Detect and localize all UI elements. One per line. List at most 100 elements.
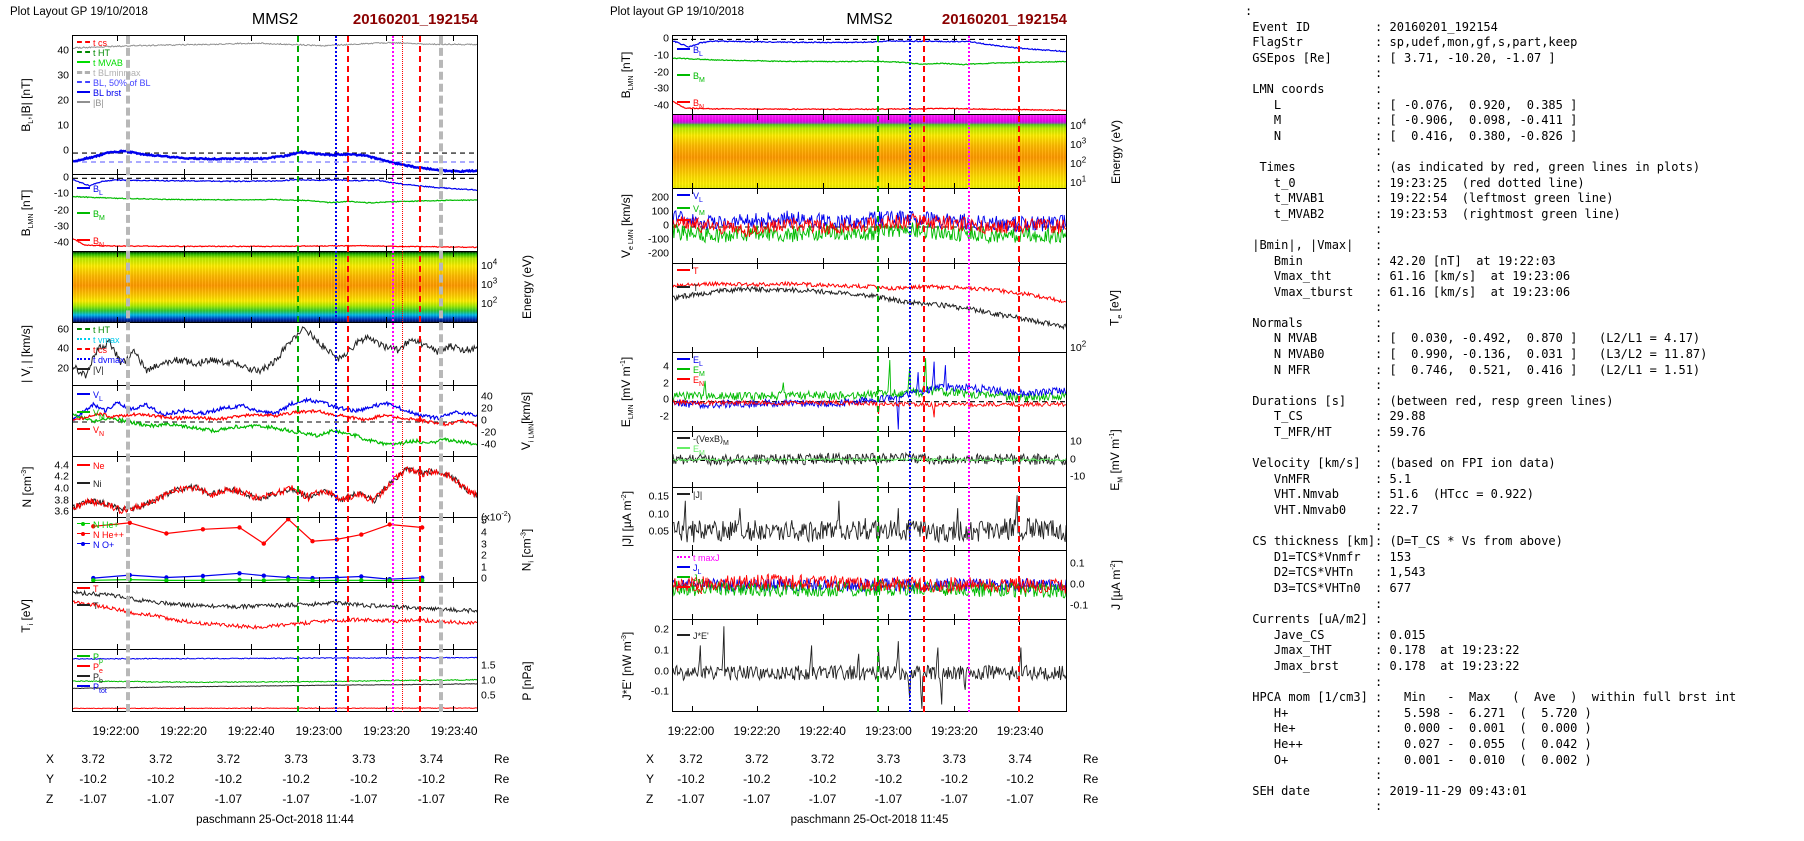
x-tick-mark bbox=[822, 482, 824, 487]
x-tick-mark bbox=[453, 169, 455, 174]
panel-j-lmn: 0.1 0.0 -0.1 J [µA m-2] t maxJ JL JM JN bbox=[672, 550, 1123, 620]
y-tick-label: 100 bbox=[651, 205, 669, 218]
panel-blmn: 0 -10 -20 -30 -40 BLMN [nT] BL BM BN bbox=[619, 33, 1067, 115]
y-axis-label: Ti [eV] bbox=[18, 599, 36, 633]
x-tick-mark bbox=[691, 115, 693, 120]
plot-layout-title: Plot layout GP 19/10/2018 bbox=[610, 6, 745, 18]
x-tick-mark bbox=[318, 457, 320, 462]
x-tick-mark bbox=[116, 386, 118, 391]
x-tick-mark bbox=[757, 258, 759, 263]
x-tick-mark bbox=[318, 386, 320, 391]
x-tick-mark bbox=[183, 706, 185, 711]
x-tick-mark bbox=[453, 252, 455, 257]
ephemeris-value: 3.72 bbox=[149, 752, 173, 766]
figure-footer: paschmann 25-Oct-2018 11:44 bbox=[196, 814, 354, 826]
x-tick-mark bbox=[888, 432, 890, 437]
ephemeris-value: 3.72 bbox=[679, 752, 703, 766]
panel-vi-mag: 60 40 20 | Vi | [km/s] t HT t vmax t cs t dvmax… bbox=[19, 322, 478, 386]
y-tick-label: 2 bbox=[481, 549, 487, 562]
x-tick-mark bbox=[822, 545, 824, 550]
x-tick-mark bbox=[691, 258, 693, 263]
ephemeris-unit: Re bbox=[494, 792, 510, 806]
trace-VeL bbox=[673, 210, 1066, 233]
x-tick-mark bbox=[822, 614, 824, 619]
y-tick-label: 1.5 bbox=[481, 659, 496, 672]
x-tick-mark bbox=[116, 512, 118, 517]
x-tick-mark bbox=[183, 323, 185, 328]
ephemeris-value: -1.07 bbox=[874, 792, 903, 806]
y-tick-label: 10 bbox=[57, 119, 69, 132]
y-tick-label: -30 bbox=[653, 82, 669, 95]
y-tick-label: 0 bbox=[63, 171, 69, 184]
x-tick-mark bbox=[888, 545, 890, 550]
x-tick-mark bbox=[385, 36, 387, 41]
trace-VL bbox=[73, 396, 477, 422]
y-tick-label: 2 bbox=[663, 377, 669, 390]
x-tick-mark bbox=[318, 252, 320, 257]
ephemeris-value: 3.72 bbox=[810, 752, 835, 766]
traces-j-lmn bbox=[673, 573, 1066, 599]
x-tick-mark bbox=[1019, 115, 1021, 120]
x-tick-mark bbox=[251, 246, 253, 251]
x-tick-mark bbox=[453, 380, 455, 385]
x-tick-mark bbox=[453, 175, 455, 180]
x-tick-mark bbox=[385, 169, 387, 174]
x-tick-mark bbox=[385, 175, 387, 180]
x-tick-mark bbox=[453, 706, 455, 711]
ephemeris-value: -10.2 bbox=[808, 772, 837, 786]
x-tick-mark bbox=[183, 175, 185, 180]
y-tick-label: 0 bbox=[663, 32, 669, 45]
x-tick-mark bbox=[385, 650, 387, 655]
x-tick-mark bbox=[183, 457, 185, 462]
x-tick-mark bbox=[116, 451, 118, 456]
ephemeris-unit: Re bbox=[1083, 752, 1099, 766]
ephemeris-unit: Re bbox=[494, 772, 510, 786]
x-tick-mark bbox=[116, 650, 118, 655]
traces-n-e-i bbox=[73, 466, 477, 515]
y-tick-label: 20 bbox=[57, 362, 69, 375]
trace-N-O+ bbox=[93, 572, 423, 580]
x-tick-mark bbox=[251, 451, 253, 456]
x-tick-mark bbox=[822, 109, 824, 114]
trace-P-tot bbox=[73, 656, 477, 660]
ephemeris-unit: Re bbox=[494, 752, 510, 766]
panel-plot-area-te bbox=[673, 264, 1066, 352]
trace-JdotE bbox=[673, 626, 1066, 709]
x-tick-mark bbox=[1019, 353, 1021, 358]
y-tick-label: 102 bbox=[1070, 339, 1087, 354]
x-tick-mark bbox=[757, 620, 759, 625]
x-tick-mark bbox=[1019, 614, 1021, 619]
x-tick-mark bbox=[385, 512, 387, 517]
panel-jdote: 0.2 0.1 0.0 -0.1 J*E' [nW m-3] J*E' bbox=[620, 619, 1067, 712]
y-tick-label: 0.05 bbox=[648, 525, 669, 538]
y-tick-label: 103 bbox=[1070, 135, 1087, 151]
x-tick-mark bbox=[691, 614, 693, 619]
time-tick-label: 19:23:20 bbox=[930, 724, 978, 738]
trace-Ti-red bbox=[73, 599, 477, 630]
x-tick-mark bbox=[318, 169, 320, 174]
x-tick-mark bbox=[453, 317, 455, 322]
y-tick-label: 4 bbox=[481, 526, 487, 539]
x-tick-mark bbox=[453, 246, 455, 251]
x-tick-mark bbox=[822, 264, 824, 269]
x-tick-mark bbox=[757, 432, 759, 437]
y-tick-label: 40 bbox=[57, 342, 69, 355]
ephemeris-value: -1.07 bbox=[940, 792, 968, 806]
x-tick-mark bbox=[953, 488, 955, 493]
ephemeris-table: X 3.72 3.72 3.72 3.73 3.73 3.74 Re Y -10.2 -10.2 -1… bbox=[46, 752, 509, 812]
x-tick-mark bbox=[318, 317, 320, 322]
trace-BL bbox=[673, 39, 1066, 53]
traces-te bbox=[673, 280, 1066, 331]
x-tick-mark bbox=[888, 36, 890, 41]
x-tick-mark bbox=[757, 706, 759, 711]
x-tick-mark bbox=[953, 426, 955, 431]
x-tick-mark bbox=[183, 644, 185, 649]
x-tick-mark bbox=[318, 323, 320, 328]
x-tick-mark bbox=[116, 317, 118, 322]
x-tick-mark bbox=[822, 620, 824, 625]
traces-ve-lmn bbox=[673, 210, 1066, 245]
x-tick-mark bbox=[953, 347, 955, 352]
x-tick-mark bbox=[888, 264, 890, 269]
panel-vi-lmn: 40 20 0 -20 -40 Vi LMN[km/s] VL VM VN bbox=[72, 385, 535, 457]
